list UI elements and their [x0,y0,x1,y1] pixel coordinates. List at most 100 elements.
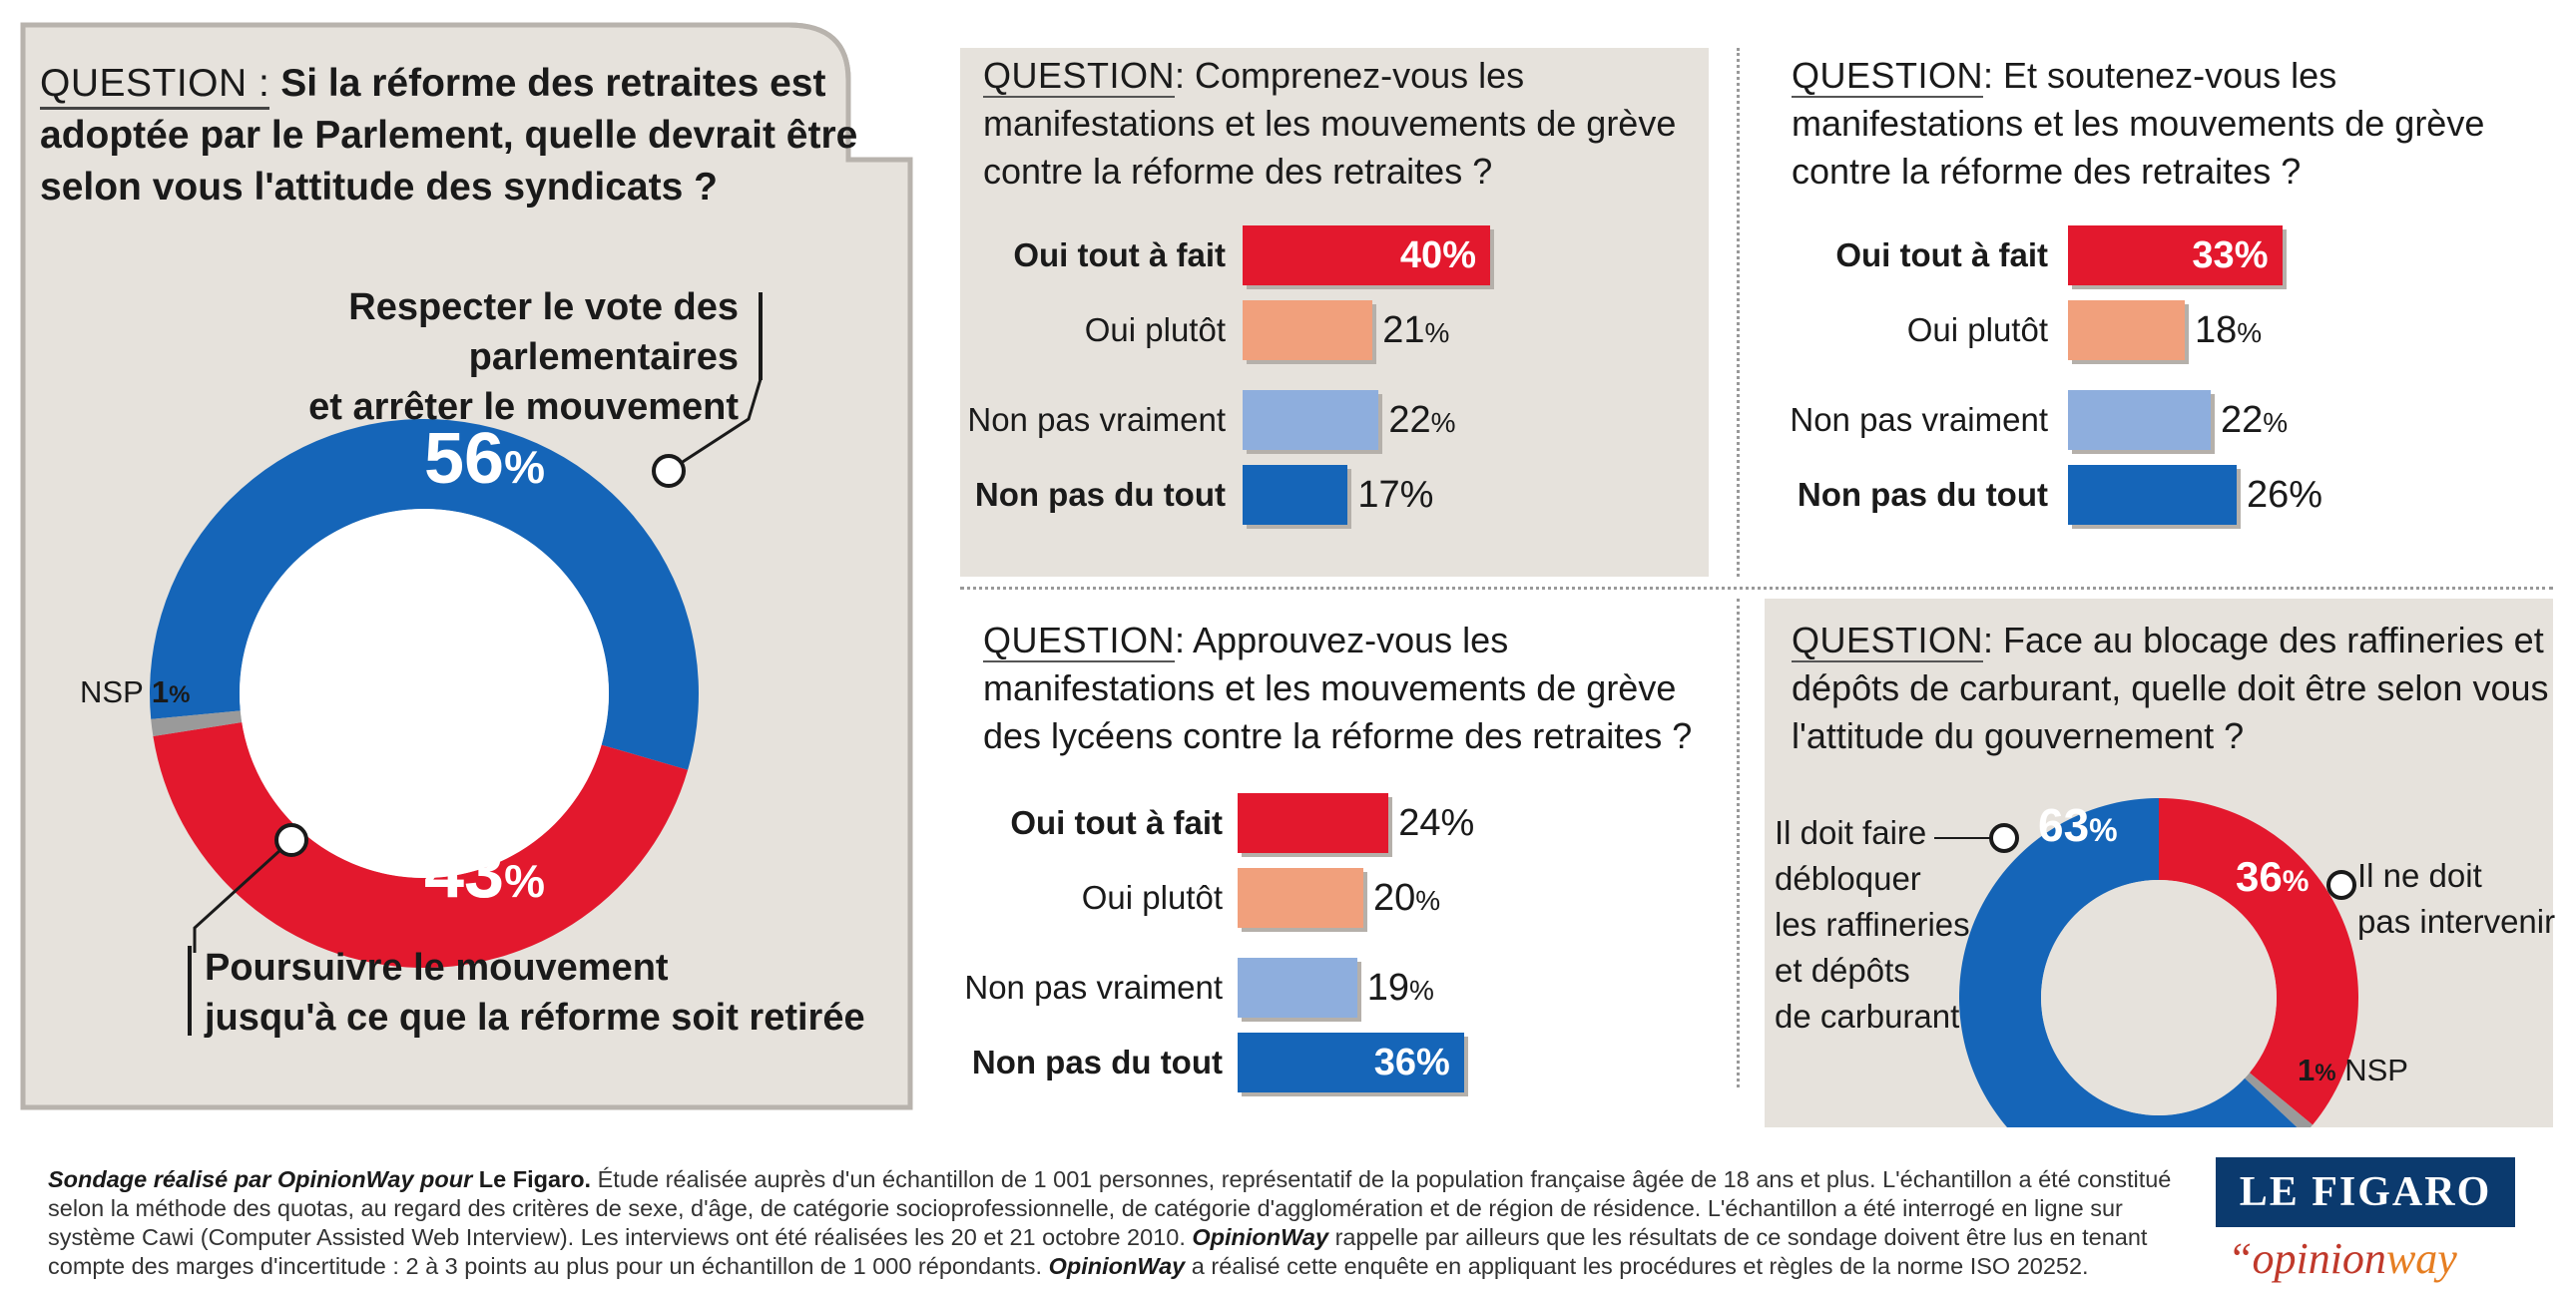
value-percent: % [1399,474,1434,516]
bar-value: 20% [1373,868,1440,931]
label-ne-pas-intervenir: Il ne doit pas intervenir [2357,853,2555,945]
label-debloquer-line3: les raffineries [1775,906,1970,943]
row-label: Non pas vraiment [967,401,1226,438]
nsp-value: 1 [151,674,170,709]
nsp-label-panel1: NSP 1% [80,674,190,710]
slice-debloquer [1958,798,2298,1127]
marker-poursuivre [274,823,308,857]
bar [1243,390,1379,450]
value-percent: % [1430,407,1456,438]
slice-ne-pas-intervenir [2159,798,2358,1125]
value-percent: % [2234,234,2269,276]
value-number: 24 [1398,802,1441,844]
label-respecter-line2: et arrêter le mouvement [308,386,739,428]
opinionway-logo: “opinionway [2228,1233,2457,1284]
bar [1243,465,1348,525]
label-poursuivre-line2: jusqu'à ce que la réforme soit retirée [205,997,865,1039]
label-debloquer: Il doit faire débloquer les raffineries … [1775,810,1970,1040]
row-label: Oui tout à fait [1835,236,2048,273]
value-number: 36 [1373,1042,1416,1083]
slice-poursuivre-mouvement [153,721,689,968]
panel2-question: QUESTION: Comprenez-vous les manifestati… [983,52,1702,196]
value-number: 33 [2192,234,2235,276]
footer-text3: a réalisé cette enquête en appliquant le… [1191,1253,2089,1279]
value-percent: % [2237,317,2263,348]
row-label: Non pas du tout [974,476,1226,513]
value-red-panel5: 36% [2236,853,2309,901]
footer-brand1: OpinionWay [1192,1224,1329,1250]
question-tag: QUESTION : [40,62,270,110]
bar-value: 33% [2068,225,2269,285]
footer-brand2: OpinionWay [1048,1253,1186,1279]
label-poursuivre: Poursuivre le mouvement jusqu'à ce que l… [205,943,903,1043]
opinionway-quote: “ [2228,1234,2253,1283]
bar-value: 36% [1238,1033,1450,1092]
donut-chart-raffineries [1934,798,2358,1127]
panel3-question: QUESTION: Et soutenez-vous les manifesta… [1792,52,2550,196]
value-percent: % [1424,317,1450,348]
row-label: Oui plutôt [1081,879,1223,916]
value-number: 18 [2195,309,2238,351]
panel1-question: QUESTION : Si la réforme des retraites e… [40,58,858,214]
row-label: Non pas du tout [1797,476,2048,513]
value-percent: % [1442,234,1476,276]
value-percent: % [1408,975,1434,1006]
value-number: 22 [1388,399,1431,441]
label-debloquer-line5: de carburant [1775,998,1960,1035]
footer-text2: rappelle par ailleurs que les résultats … [48,1224,2148,1279]
nsp-pct: % [169,681,191,708]
question-tag: QUESTION [983,55,1176,98]
slice-nsp [151,710,243,737]
bar-value: 17% [1357,465,1433,525]
leader-line-respecter [668,378,763,473]
label-debloquer-line4: et dépôts [1775,952,1910,989]
bar [2068,390,2211,450]
divider-vertical-bottom [1737,599,1740,1087]
panel-unions-attitude [20,20,913,1112]
question-tag: QUESTION [1792,55,1984,98]
question-text: : Et soutenez-vous les manifestations et… [1792,55,2485,192]
bar [1238,958,1357,1018]
value-number: 22 [2221,399,2264,441]
value-percent: % [1440,802,1475,844]
value-percent: % [1416,1042,1450,1083]
nsp-text: NSP [80,674,144,709]
donut-hole [2041,880,2277,1115]
label-ne-pas-line1: Il ne doit [2357,857,2482,894]
value-number: 40 [1399,234,1443,276]
row-label: Non pas vraiment [1790,401,2048,438]
bar [1238,793,1389,853]
pct-56: % [504,441,545,493]
pct-36: % [2282,865,2310,898]
label-debloquer-line1: Il doit faire [1775,814,1927,851]
nsp-text: NSP [2344,1053,2408,1087]
marker-respecter [652,454,686,488]
value-36: 36 [2236,853,2283,900]
donut-hole [240,509,609,878]
marker-debloquer [1989,823,2019,853]
label-respecter-vote: Respecter le vote des parlementaires et … [90,282,739,432]
row-label: Oui tout à fait [1013,236,1226,273]
value-number: 17 [1357,474,1400,516]
bar [1243,300,1373,360]
footer-lefigaro: Le Figaro. [478,1166,592,1192]
divider-vertical-top [1737,48,1740,577]
le-figaro-logo: LE FIGARO [2216,1157,2515,1227]
value-percent: % [1415,885,1441,916]
value-red-panel1: 43% [424,833,545,921]
value-blue-panel1: 56% [424,419,545,507]
label-respecter-bracket [759,292,763,380]
opinionway-part1: opinion [2252,1234,2386,1283]
bar [1238,1033,1464,1092]
bar [2068,300,2185,360]
value-number: 26 [2247,474,2290,516]
value-63: 63 [2038,799,2090,851]
bar-value: 18% [2195,300,2262,363]
row-label: Non pas vraiment [964,969,1223,1006]
label-poursuivre-bracket [188,946,192,1036]
bar [1238,868,1363,928]
panel5-question: QUESTION: Face au blocage des raffinerie… [1792,617,2550,760]
row-label: Oui plutôt [1084,311,1226,348]
nsp-pct: % [2315,1060,2336,1086]
leader-line-poursuivre [193,838,293,953]
